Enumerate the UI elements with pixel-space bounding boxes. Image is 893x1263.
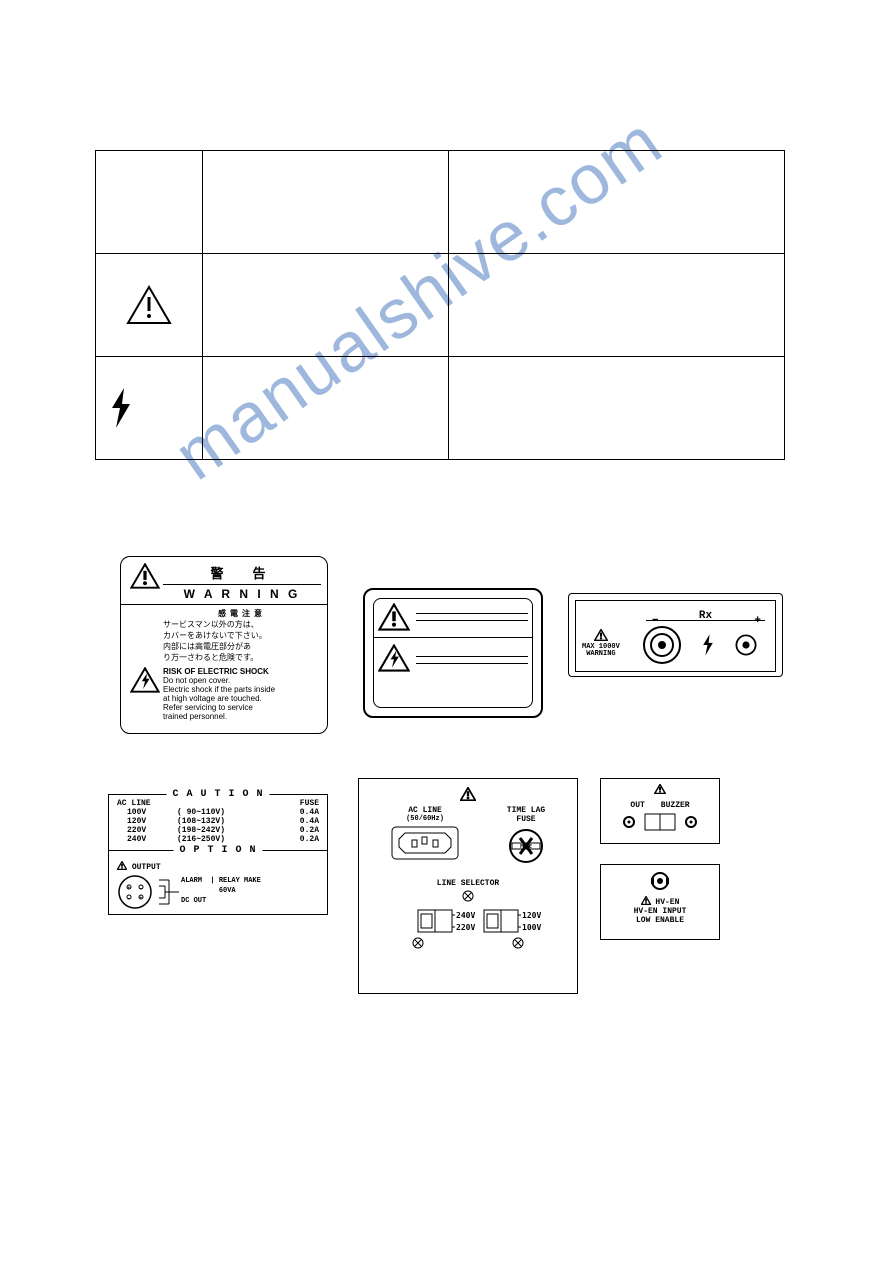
- out-label: OUT: [630, 801, 644, 810]
- blank-warning-card: [363, 588, 543, 718]
- warning-jp-title: 警 告: [163, 563, 321, 582]
- output-label: OUTPUT: [132, 863, 161, 872]
- fuse-row: 100V( 90~110V)0.4A: [117, 808, 319, 817]
- relay-make-label: RELAY MAKE: [219, 877, 261, 885]
- table-row: [96, 151, 785, 254]
- warning-jp-line: サービスマン以外の方は、: [163, 619, 321, 630]
- caution-icon: [460, 790, 476, 804]
- din-connector-icon: + - - +: [117, 874, 157, 910]
- fuse-head: FUSE: [300, 799, 319, 808]
- bolt-icon: [700, 633, 716, 660]
- bolt-icon: [106, 386, 192, 430]
- svg-text:240V: 240V: [456, 911, 475, 920]
- warning-jp-line: 内部には高電圧部分があ: [163, 641, 321, 652]
- buzzer-label: BUZZER: [661, 801, 690, 810]
- warning-jp-sub: 感電注意: [163, 608, 321, 619]
- svg-text:+: +: [139, 895, 143, 902]
- svg-text:+: +: [127, 885, 131, 892]
- warning-en-line: Do not open cover.: [163, 676, 321, 685]
- acline-label: AC LINE: [390, 806, 460, 815]
- rx-label: Rx: [699, 610, 712, 622]
- fuse-row: 220V(198~242V)0.2A: [117, 826, 319, 835]
- shock-icon: [378, 644, 410, 675]
- selector-label: LINE SELECTOR: [367, 879, 569, 888]
- acline-head: AC LINE: [117, 799, 167, 808]
- bracket-icon: [157, 874, 181, 910]
- warning-en-sub: RISK OF ELECTRIC SHOCK: [163, 667, 321, 676]
- va-label: 60VA: [219, 887, 236, 895]
- warning-label-card: 警 告 W A R N I N G 感電注意 サービスマン以外の方は、 カバーを…: [120, 556, 328, 734]
- table-row: [96, 254, 785, 357]
- jack-large-icon: [642, 625, 682, 665]
- caution-icon: [126, 285, 172, 325]
- hv-panel-card: HV-EN HV-EN INPUT LOW ENABLE: [600, 864, 720, 940]
- hv-low-enable: LOW ENABLE: [601, 916, 719, 925]
- svg-text:120V: 120V: [522, 911, 541, 920]
- warning-en-line: at high voltage are touched.: [163, 694, 321, 703]
- document-page: manualshive.com: [0, 0, 893, 1263]
- rx-panel-card: MAX 1000V WARNING Rx − +: [568, 593, 783, 677]
- jack-small-icon: [734, 633, 758, 657]
- caution-icon: [130, 563, 160, 589]
- fuse-row: 240V(216~250V)0.2A: [117, 835, 319, 844]
- dc-out-label: DC OUT: [181, 897, 206, 905]
- warning-en-title: W A R N I N G: [163, 587, 321, 601]
- buzzer-panel-card: OUT BUZZER: [600, 778, 720, 844]
- fuse-holder-icon: FUSE: [506, 824, 546, 864]
- svg-text:-: -: [127, 895, 131, 902]
- svg-text:-: -: [139, 885, 143, 892]
- fuse-row: 120V(108~132V)0.4A: [117, 817, 319, 826]
- iec-inlet-icon: [390, 823, 460, 863]
- fuse-label2: FUSE: [506, 815, 546, 824]
- option-title: O P T I O N: [173, 845, 262, 856]
- warning-jp-line: カバーをあけないで下さい。: [163, 630, 321, 641]
- caution-icon: [378, 603, 410, 631]
- rear-panel-card: AC LINE (50/60Hz) TIME LAG FUSE FUSE: [358, 778, 578, 994]
- caution-icon: [654, 783, 666, 797]
- svg-text:100V: 100V: [522, 923, 541, 932]
- caution-fuse-card: C A U T I O N AC LINE FUSE 100V( 90~110V…: [108, 794, 328, 972]
- shock-icon: [130, 682, 160, 696]
- warning-en-line: trained personnel.: [163, 712, 321, 721]
- acline-hz: (50/60Hz): [390, 815, 460, 823]
- bnc-icon: [650, 871, 670, 891]
- alarm-label: ALARM: [181, 877, 202, 885]
- rx-warn: WARNING: [586, 650, 615, 658]
- line-selector-icon: 240V 220V 120V 100V: [388, 888, 548, 958]
- caution-title: C A U T I O N: [166, 789, 269, 800]
- symbol-table: [95, 150, 785, 460]
- buzzer-switch-icon: [615, 810, 705, 834]
- hv-en-label: HV-EN: [655, 898, 679, 907]
- hv-en-input: HV-EN INPUT: [601, 907, 719, 916]
- warning-en-line: Electric shock if the parts inside: [163, 685, 321, 694]
- table-row: [96, 357, 785, 460]
- plus-label: +: [754, 615, 761, 627]
- svg-text:220V: 220V: [456, 923, 475, 932]
- warning-jp-line: り万一さわると危険です。: [163, 652, 321, 663]
- fuse-label1: TIME LAG: [506, 806, 546, 815]
- warning-en-line: Refer servicing to service: [163, 703, 321, 712]
